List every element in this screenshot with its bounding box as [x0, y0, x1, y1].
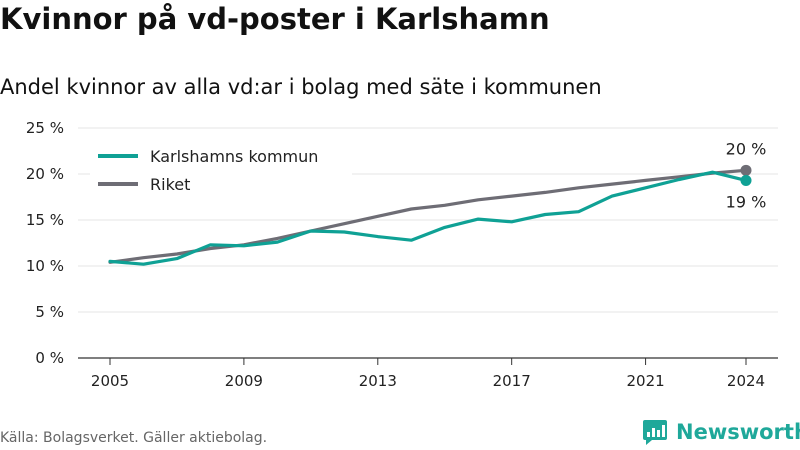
chart-title: Kvinnor på vd-poster i Karlshamn	[0, 2, 550, 36]
x-tick-label: 2017	[493, 372, 531, 390]
x-tick-label: 2021	[626, 372, 664, 390]
source-note: Källa: Bolagsverket. Gäller aktiebolag.	[0, 430, 268, 446]
brand-name: Newsworthy	[676, 420, 800, 444]
y-tick-label: 0 %	[35, 349, 64, 367]
y-tick-label: 20 %	[26, 165, 64, 183]
brand-logo: Newsworthy	[642, 418, 800, 446]
legend-label: Karlshamns kommun	[150, 147, 318, 166]
chart-subtitle: Andel kvinnor av alla vd:ar i bolag med …	[0, 75, 602, 99]
x-tick-label: 2024	[727, 372, 765, 390]
series-line-karlshamns-kommun	[108, 170, 748, 266]
series-endpoint-riket	[740, 164, 752, 176]
newsworthy-logo-icon	[643, 420, 667, 445]
y-tick-label: 10 %	[26, 257, 64, 275]
y-tick-label: 25 %	[26, 119, 64, 137]
series-endpoint-karlshamns-kommun	[740, 174, 752, 186]
series-line-riket	[108, 168, 748, 264]
end-label-karlshamns-kommun: 19 %	[726, 192, 767, 211]
y-tick-label: 15 %	[26, 211, 64, 229]
x-tick-label: 2009	[225, 372, 263, 390]
legend-label: Riket	[150, 175, 190, 194]
end-label-riket: 20 %	[726, 139, 767, 158]
x-tick-label: 2005	[91, 372, 129, 390]
y-tick-label: 5 %	[35, 303, 64, 321]
legend-background	[90, 140, 352, 204]
x-tick-label: 2013	[359, 372, 397, 390]
